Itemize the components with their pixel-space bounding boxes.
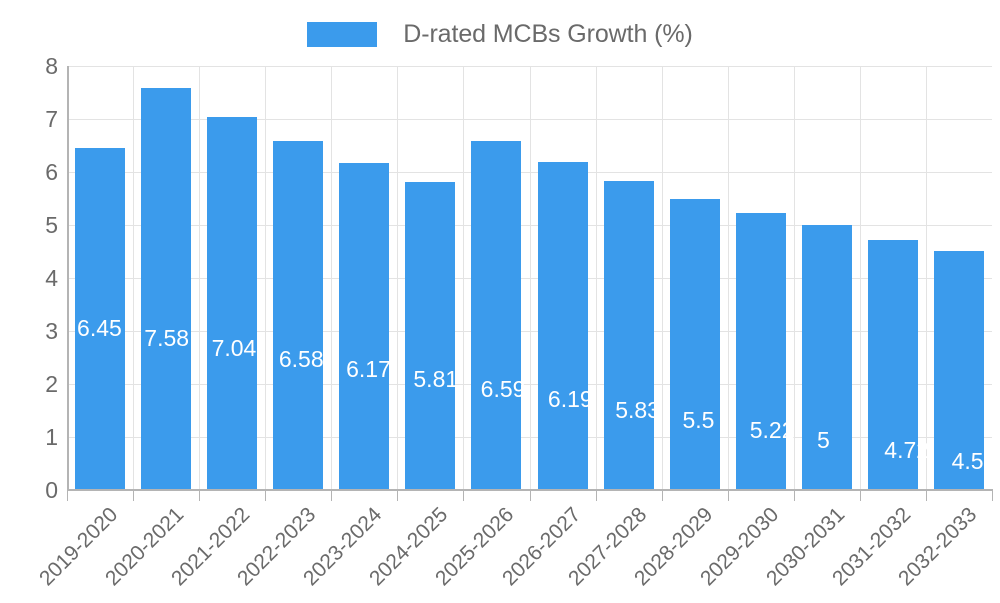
bar-value-label: 4.72 [884,437,930,464]
y-axis-tick-label: 5 [45,212,58,238]
bar-value-label: 6.58 [278,345,324,372]
bar-value-label: 6.17 [346,355,391,382]
vertical-gridline [794,66,795,490]
y-axis-tick-label: 7 [45,106,58,132]
x-axis-tick-mark [397,491,398,501]
y-axis-tick-label: 0 [45,477,58,503]
x-axis-tick-mark [992,491,993,501]
bar-value-label: 7.04 [211,335,257,362]
legend-color-swatch-icon [307,21,378,47]
vertical-gridline [463,66,464,490]
vertical-gridline [860,66,861,490]
bar[interactable] [867,239,918,490]
bar[interactable] [603,181,654,490]
y-axis-tick-label: 6 [45,159,58,185]
bar[interactable] [273,141,324,490]
horizontal-gridline [67,66,992,67]
bar-value-label: 5.22 [749,417,795,443]
bar-value-label: 7.58 [144,325,190,352]
vertical-gridline [926,66,927,490]
vertical-gridline [397,66,398,490]
bar[interactable] [537,161,588,490]
horizontal-gridline [67,278,992,279]
y-axis-tick-label: 4 [45,265,58,291]
bar-value-label: 6.45 [77,315,122,341]
x-axis-tick-mark [265,491,266,501]
y-axis-tick-labels: 8 7 6 5 4 3 2 1 0 [10,0,58,600]
vertical-gridline [596,66,597,490]
bar[interactable] [405,182,456,490]
legend-item-d-rated-mcbs-growth[interactable]: D-rated MCBs Growth (%) [307,19,693,49]
y-axis-tick-label: 2 [45,371,58,397]
vertical-gridline [728,66,729,490]
bar[interactable] [801,225,852,490]
x-axis-tick-mark [331,491,332,501]
bar-value-label: 5.83 [615,396,660,423]
y-axis-tick-label: 1 [45,424,58,450]
x-axis-tick-mark [794,491,795,501]
vertical-gridline [331,66,332,490]
bar-value-label: 4.51 [951,447,997,474]
bar-value-label: 5 [817,427,830,454]
vertical-gridline [530,66,531,490]
horizontal-gridline [67,225,992,226]
legend-label: D-rated MCBs Growth (%) [403,19,693,48]
x-axis-tick-mark [596,491,597,501]
chart-legend: D-rated MCBs Growth (%) [0,14,1000,54]
bar[interactable] [75,148,126,490]
x-axis-tick-mark [860,491,861,501]
bar[interactable] [735,213,786,490]
bar-value-label: 5.5 [682,406,715,433]
bar-value-label: 6.59 [480,376,526,403]
plot-area: 6.45 7.58 7.04 6.58 6.17 5.81 6.59 6.19 5.83 5.5 5… [67,66,996,491]
x-axis-tick-mark [199,491,200,501]
y-axis-line [67,66,69,491]
vertical-gridline [199,66,200,490]
vertical-gridline [265,66,266,490]
horizontal-gridline [67,172,992,173]
bar[interactable] [933,250,984,490]
x-axis-tick-mark [133,491,134,501]
bar[interactable] [141,88,192,490]
horizontal-gridline [67,331,992,332]
bar[interactable] [339,163,390,490]
x-axis-tick-mark [728,491,729,501]
bar-value-label: 5.81 [413,366,459,392]
horizontal-gridline [67,384,992,385]
y-axis-tick-label: 3 [45,318,58,344]
x-axis-tick-mark [67,491,68,501]
horizontal-gridline [67,437,992,438]
y-axis-tick-label: 8 [45,53,58,79]
x-axis-tick-mark [530,491,531,501]
bar-value-label: 6.19 [547,386,593,413]
x-axis-tick-mark [463,491,464,501]
bar[interactable] [669,198,720,490]
vertical-gridline [133,66,134,490]
horizontal-gridline [67,119,992,120]
bar[interactable] [207,116,258,490]
bar[interactable] [471,140,522,490]
x-axis-tick-mark [926,491,927,501]
x-axis-tick-mark [662,491,663,501]
x-axis-line [67,489,993,491]
vertical-gridline [662,66,663,490]
